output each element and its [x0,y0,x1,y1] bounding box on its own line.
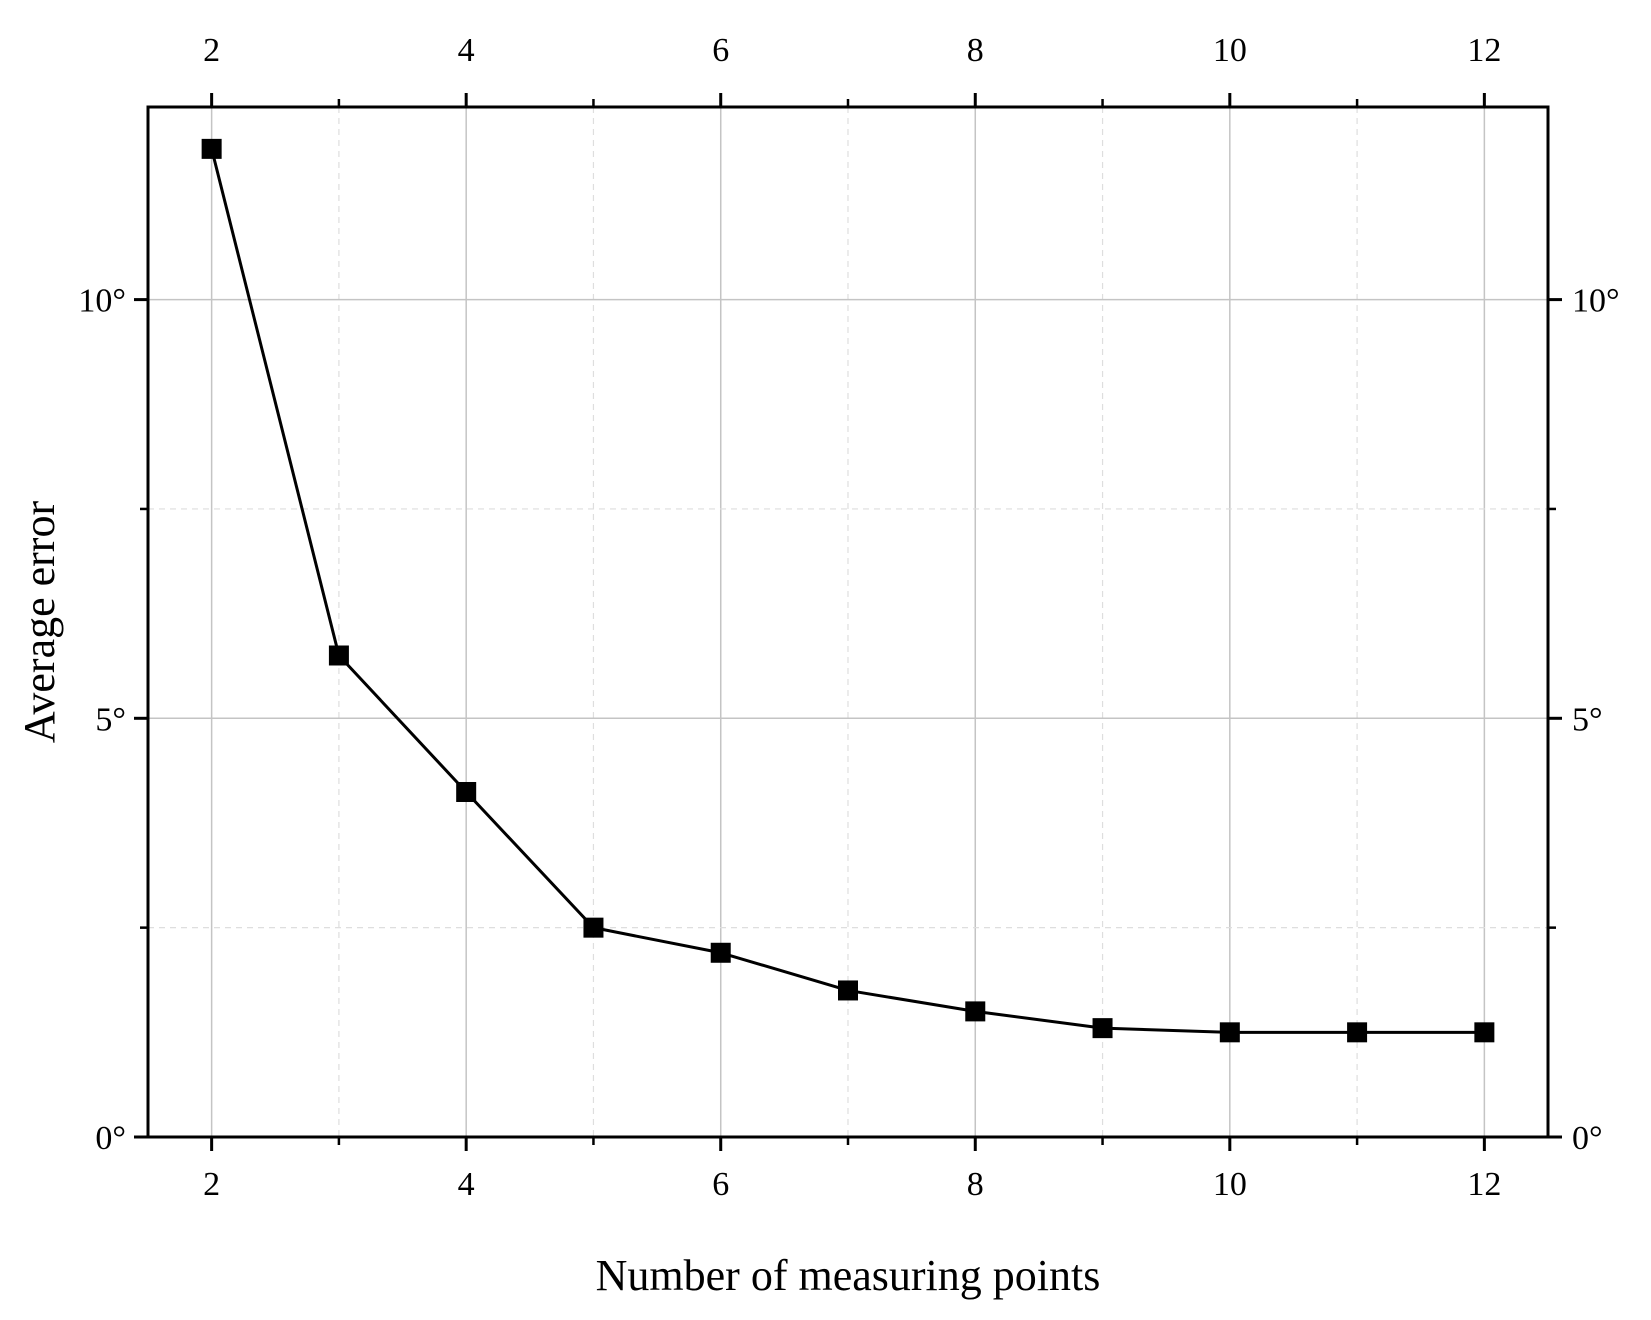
tick-labels: 2 2 4 4 6 6 8 8 10 10 12 12 0° 0° 5° 5° 10° 10° [78,32,1619,1203]
x-tick-label-top: 2 [203,32,220,69]
data-point-marker [328,645,349,666]
x-tick-label-top: 6 [712,32,729,69]
data-point-marker [710,942,731,963]
axis-ticks [134,93,1562,1151]
data-point-marker [1092,1018,1113,1039]
y-tick-label-left: 0° [95,1120,126,1157]
x-tick-label-bottom: 8 [967,1166,984,1203]
data-point-marker [965,1001,986,1022]
y-tick-label-right: 10° [1572,283,1620,320]
x-tick-label-top: 8 [967,32,984,69]
series-layer [201,138,1495,1043]
x-tick-label-bottom: 10 [1213,1166,1247,1203]
data-point-marker [456,781,477,802]
data-point-marker [201,138,222,159]
y-tick-label-right: 0° [1572,1120,1603,1157]
data-point-marker [1219,1022,1240,1043]
y-tick-label-left: 5° [95,701,126,738]
data-point-marker [1474,1022,1495,1043]
y-tick-label-left: 10° [78,283,126,320]
x-tick-label-bottom: 12 [1467,1166,1501,1203]
y-axis-title: Average error [15,501,64,744]
x-tick-label-bottom: 2 [203,1166,220,1203]
y-tick-label-right: 5° [1572,701,1603,738]
x-tick-label-top: 4 [458,32,475,69]
x-axis-title: Number of measuring points [596,1251,1101,1300]
x-tick-label-top: 12 [1467,32,1501,69]
data-point-marker [583,917,604,938]
x-tick-label-bottom: 6 [712,1166,729,1203]
x-tick-label-bottom: 4 [458,1166,475,1203]
x-tick-label-top: 10 [1213,32,1247,69]
data-point-marker [838,980,858,1001]
data-point-marker [1347,1022,1368,1043]
